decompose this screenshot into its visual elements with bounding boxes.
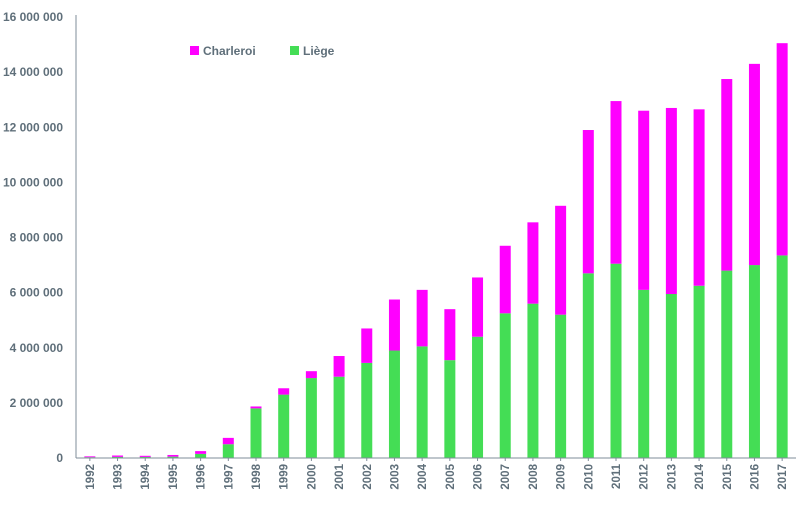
bar-charleroi-1998 <box>250 406 262 409</box>
bar-charleroi-1996 <box>195 451 207 454</box>
bar-lige-1994 <box>139 456 151 458</box>
bar-charleroi-1995 <box>167 454 179 457</box>
legend-label-liege: Liège <box>303 44 335 58</box>
bar-charleroi-2017 <box>776 43 788 256</box>
y-tick-label: 8 000 000 <box>10 231 64 245</box>
x-tick-label: 1993 <box>113 464 125 490</box>
bar-lige-1996 <box>195 453 207 458</box>
bar-lige-2006 <box>472 336 484 458</box>
bar-charleroi-1993 <box>112 455 124 457</box>
bar-charleroi-2011 <box>610 101 622 264</box>
x-tick-label: 2007 <box>500 464 512 490</box>
x-tick-label: 2017 <box>777 464 789 490</box>
y-tick-label: 0 <box>56 451 63 465</box>
bar-charleroi-2000 <box>305 371 317 379</box>
bar-lige-2015 <box>721 270 733 458</box>
legend-label-charleroi: Charleroi <box>203 44 256 58</box>
bar-lige-1995 <box>167 456 179 458</box>
x-tick-label: 1999 <box>279 464 291 490</box>
x-tick-label: 2013 <box>666 464 678 490</box>
x-tick-label: 2016 <box>749 464 761 490</box>
x-tick-label: 2008 <box>528 463 540 489</box>
bar-charleroi-2008 <box>527 222 539 304</box>
bar-charleroi-2004 <box>416 289 428 347</box>
bar-lige-2017 <box>776 255 788 458</box>
bar-lige-2010 <box>582 273 594 458</box>
bar-charleroi-1999 <box>278 388 290 395</box>
bar-charleroi-2002 <box>361 328 373 363</box>
y-tick-label: 6 000 000 <box>10 286 64 300</box>
x-tick-label: 2011 <box>611 463 623 489</box>
x-tick-label: 1995 <box>168 463 180 489</box>
x-tick-label: 2015 <box>722 463 734 489</box>
bar-charleroi-2009 <box>555 205 567 315</box>
bar-charleroi-1994 <box>139 455 151 457</box>
bar-lige-2000 <box>305 378 317 458</box>
bar-charleroi-2005 <box>444 309 456 361</box>
x-tick-label: 2004 <box>417 463 429 489</box>
bar-charleroi-2003 <box>388 299 400 351</box>
bar-charleroi-2012 <box>638 110 650 290</box>
bar-charleroi-1997 <box>222 437 234 445</box>
y-tick-label: 2 000 000 <box>10 396 64 410</box>
bar-charleroi-2014 <box>693 109 705 286</box>
x-tick-label: 2006 <box>473 464 485 490</box>
bar-charleroi-2016 <box>748 63 760 266</box>
bar-lige-2011 <box>610 263 622 458</box>
bar-lige-2009 <box>555 314 567 458</box>
bar-lige-2003 <box>388 350 400 458</box>
bar-lige-2005 <box>444 360 456 458</box>
bar-lige-2004 <box>416 346 428 458</box>
y-axis-ticks: 0 2 000 000 4 000 000 6 000 000 8 000 000 10 … <box>3 10 63 465</box>
bar-charleroi-2013 <box>665 107 677 295</box>
bar-lige-2007 <box>499 313 511 458</box>
x-tick-label: 1996 <box>196 464 208 490</box>
bar-lige-2013 <box>665 294 677 458</box>
bar-charleroi-1992 <box>84 456 96 458</box>
y-tick-label: 10 000 000 <box>3 175 63 189</box>
x-tick-label: 2005 <box>445 463 457 489</box>
legend-swatch-liege <box>290 46 299 55</box>
x-tick-label: 1998 <box>251 463 263 489</box>
y-tick-label: 4 000 000 <box>10 341 64 355</box>
bar-lige-2008 <box>527 303 539 458</box>
bars <box>84 43 788 458</box>
bar-lige-1997 <box>222 444 234 458</box>
x-tick-label: 2009 <box>556 464 568 490</box>
y-tick-label: 16 000 000 <box>3 10 63 24</box>
bar-charleroi-2006 <box>472 277 484 337</box>
x-tick-label: 2002 <box>362 464 374 490</box>
x-axis-ticks: 1992 1993 1994 1995 1996 1997 1998 1999 2000 2001… <box>85 458 789 490</box>
bar-lige-2016 <box>748 265 760 458</box>
x-tick-label: 2012 <box>639 464 651 490</box>
y-tick-label: 12 000 000 <box>3 120 63 134</box>
bar-charleroi-2010 <box>582 130 594 274</box>
bar-charleroi-2001 <box>333 356 345 377</box>
x-tick-label: 2001 <box>334 463 346 489</box>
bar-charleroi-2007 <box>499 245 511 314</box>
bar-lige-1998 <box>250 408 262 458</box>
x-tick-label: 1994 <box>140 463 152 489</box>
bar-lige-2002 <box>361 362 373 458</box>
bar-lige-2001 <box>333 376 345 458</box>
bar-lige-1999 <box>278 394 290 458</box>
x-tick-label: 1997 <box>223 464 235 490</box>
bar-lige-2012 <box>638 289 650 458</box>
x-tick-label: 1992 <box>85 464 97 490</box>
legend: Charleroi Liège <box>190 44 335 58</box>
y-tick-label: 14 000 000 <box>3 65 63 79</box>
x-tick-label: 2000 <box>306 464 318 490</box>
legend-swatch-charleroi <box>190 46 199 55</box>
x-tick-label: 2010 <box>583 464 595 490</box>
bar-charleroi-2015 <box>721 79 733 271</box>
bar-lige-2014 <box>693 285 705 458</box>
x-tick-label: 2014 <box>694 463 706 489</box>
x-tick-label: 2003 <box>389 464 401 490</box>
bar-lige-1993 <box>112 456 124 458</box>
